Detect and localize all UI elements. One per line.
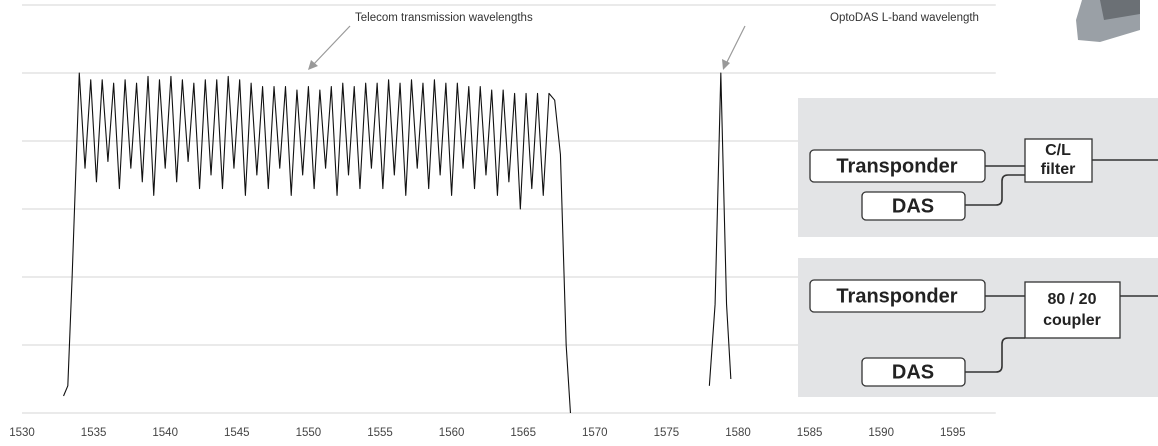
node-label: DAS [892, 361, 934, 383]
spectrum-line [708, 72, 732, 386]
annotation-arrow [722, 59, 730, 70]
node-label: C/L [1045, 142, 1071, 159]
device-photo [1100, 0, 1140, 20]
node-box [861, 357, 966, 387]
node-label: filter [1041, 161, 1076, 178]
annotation: Telecom transmission wavelengths [355, 12, 533, 24]
connector [965, 159, 1158, 206]
node-box [809, 279, 986, 313]
node-label: Transponder [836, 155, 957, 177]
panel: Transponder 80 / 20 coupler DAS [798, 258, 1158, 397]
x-tick-label: 1590 [868, 427, 894, 439]
annotation: OptoDAS L-band wavelength [830, 12, 979, 24]
node-label: DAS [892, 195, 934, 217]
x-tick-label: 1570 [582, 427, 608, 439]
spectrum-line [63, 72, 572, 414]
annotation-arrow [725, 25, 746, 65]
node-box [1024, 138, 1093, 183]
x-tick-label: 1550 [296, 427, 322, 439]
x-tick-label: 1545 [224, 427, 250, 439]
x-tick-label: 1555 [367, 427, 393, 439]
node-box [809, 149, 986, 183]
x-tick-label: 1530 [9, 427, 35, 439]
node-label: coupler [1043, 312, 1101, 329]
connector [965, 295, 1158, 373]
x-tick-label: 1540 [152, 427, 178, 439]
panel: Transponder C/L filter DAS [798, 98, 1158, 237]
x-tick-label: 1595 [940, 427, 966, 439]
x-tick-label: 1580 [725, 427, 751, 439]
x-tick-label: 1565 [510, 427, 536, 439]
x-tick-label: 1560 [439, 427, 465, 439]
node-label: 80 / 20 [1048, 291, 1097, 308]
x-tick-label: 1535 [81, 427, 107, 439]
node-box [1024, 281, 1121, 339]
node-box [861, 191, 966, 221]
annotation-arrow [311, 25, 351, 67]
x-tick-label: 1585 [797, 427, 823, 439]
x-tick-label: 1575 [654, 427, 680, 439]
node-label: Transponder [836, 285, 957, 307]
annotation-arrow [308, 60, 318, 70]
